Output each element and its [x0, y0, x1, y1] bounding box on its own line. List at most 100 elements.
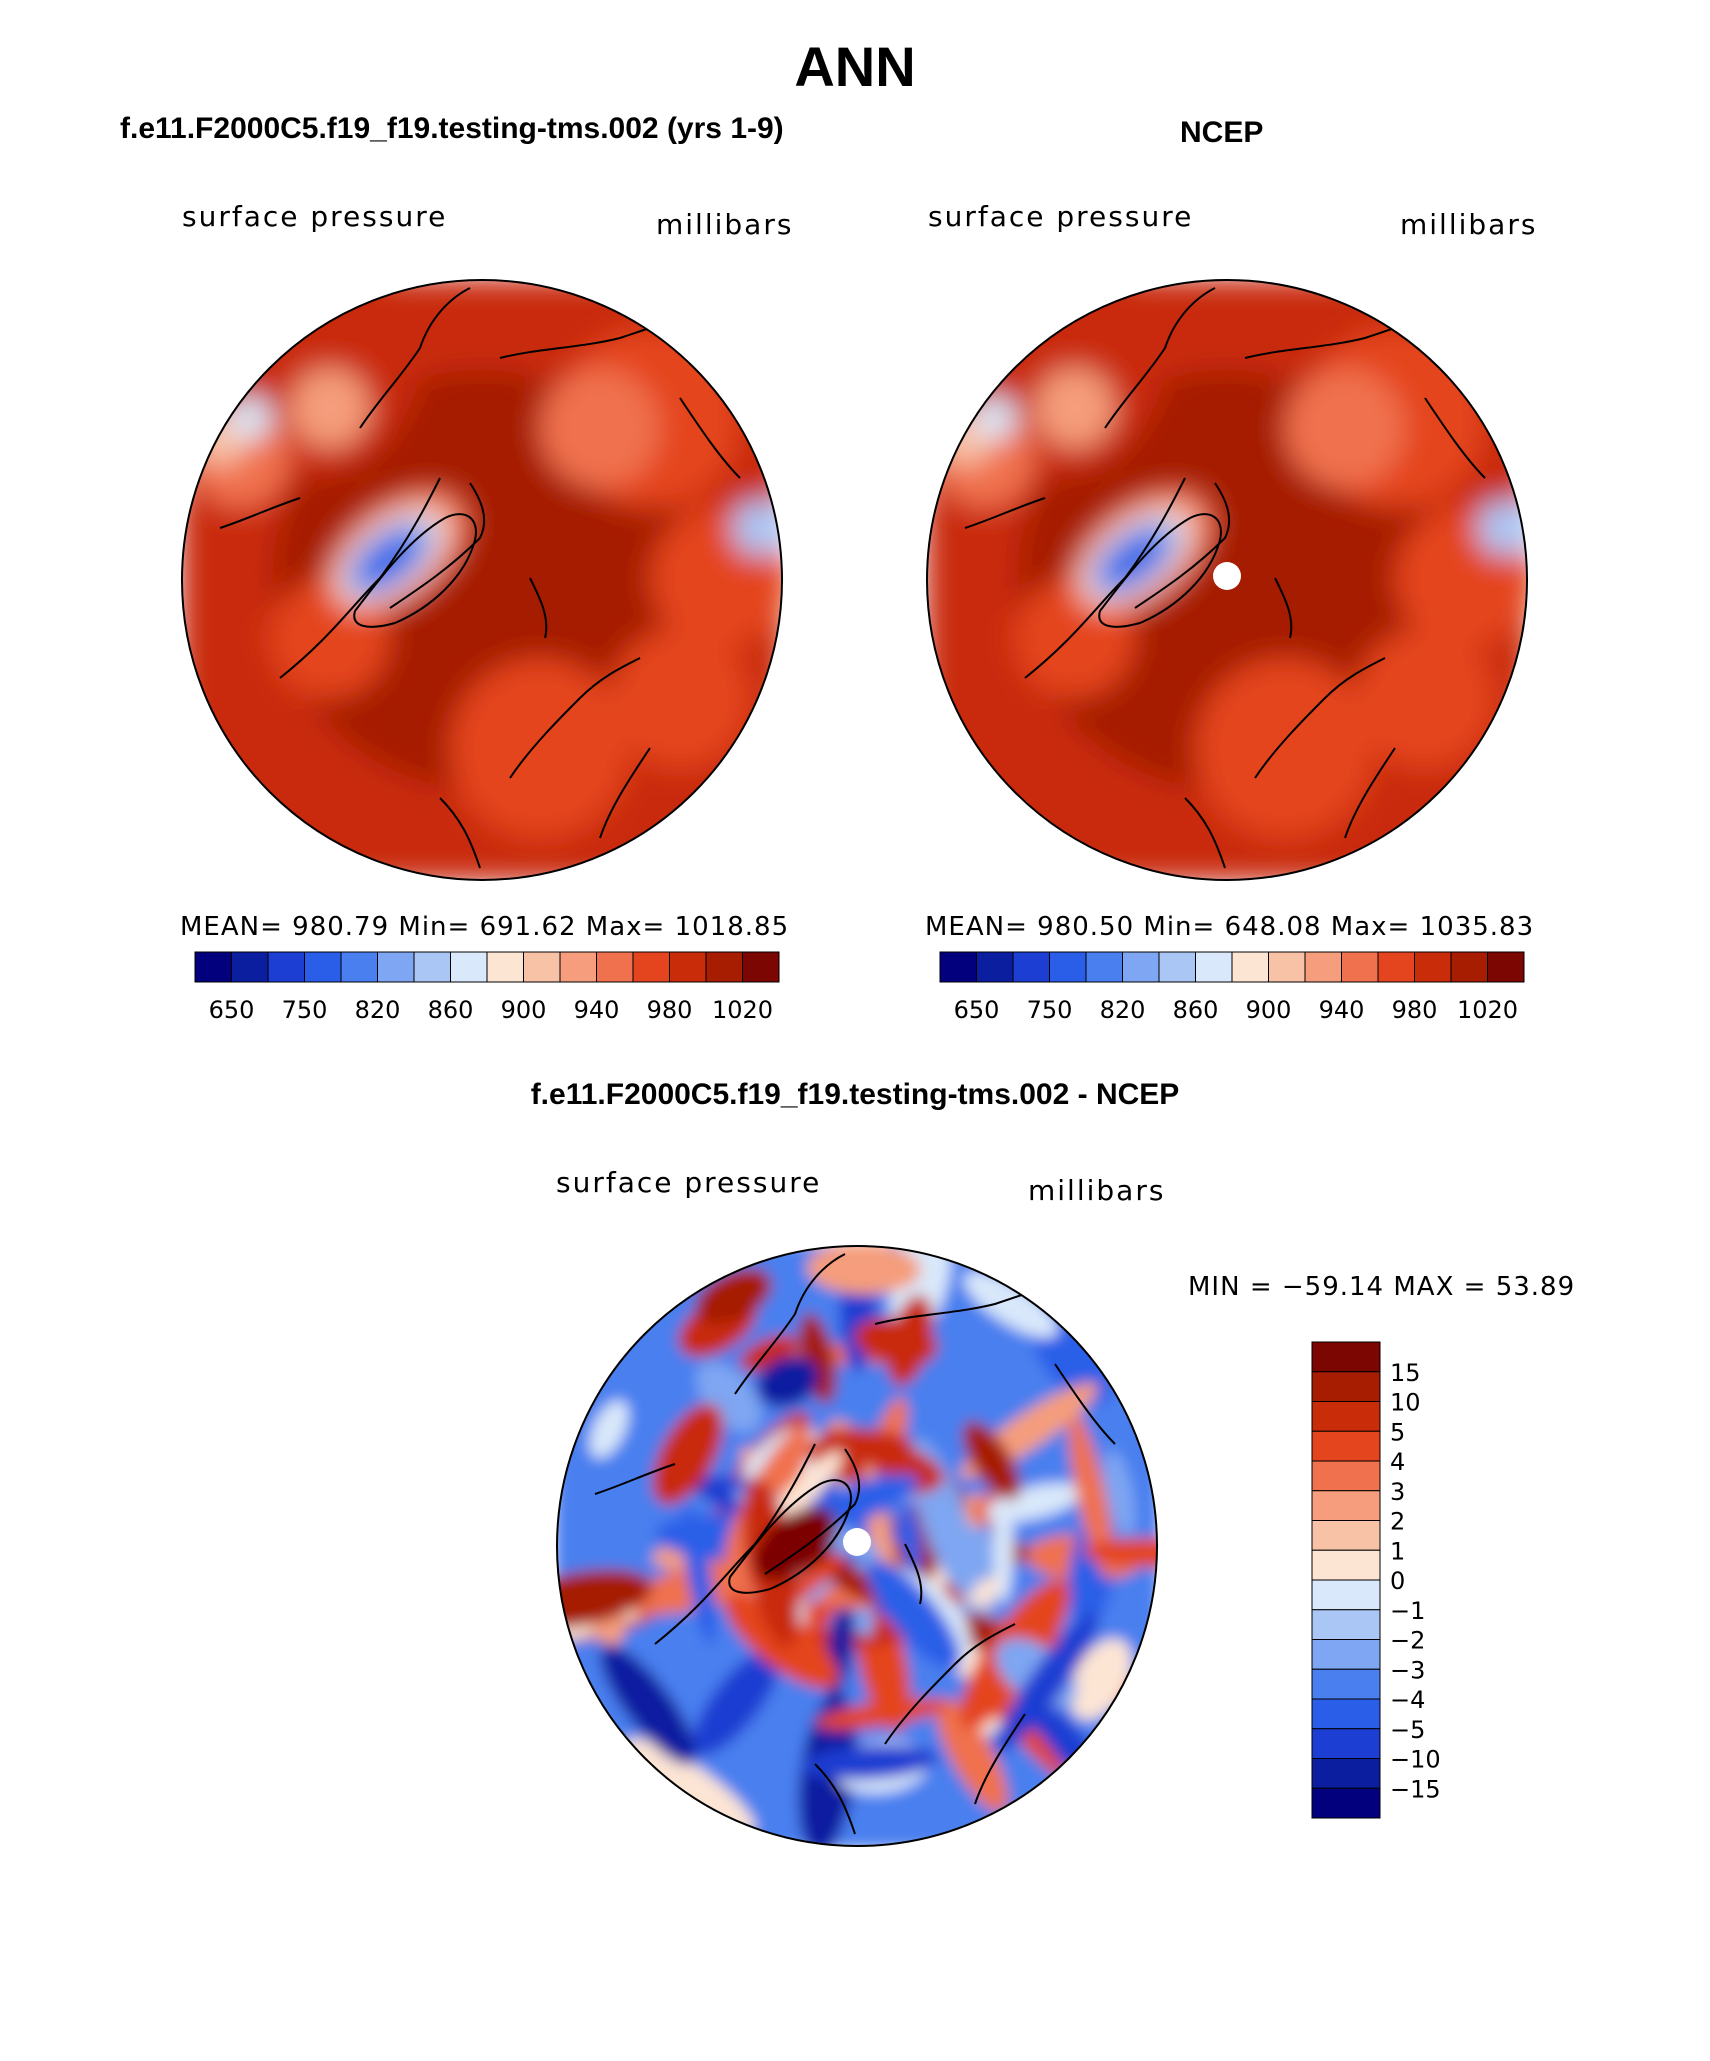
- diff-streak: [623, 1738, 756, 1835]
- obs-left-label: surface pressure: [928, 200, 1194, 233]
- colorbar-box: [1311, 1341, 1381, 1373]
- colorbar-tick-label: 750: [282, 996, 328, 1024]
- colorbar-box: [705, 951, 743, 983]
- coastline: [1134, 482, 1231, 609]
- coastline: [1184, 797, 1226, 869]
- coastline: [359, 287, 471, 429]
- colorbar-box: [632, 951, 670, 983]
- field-region: [290, 368, 370, 448]
- colorbar-box: [1311, 1579, 1381, 1611]
- field-region: [228, 396, 272, 440]
- colorbar-box: [1012, 951, 1050, 983]
- coastline: [904, 1543, 923, 1605]
- coastline: [1054, 1363, 1116, 1445]
- model-right-label: millibars: [656, 208, 794, 241]
- colorbar-box: [523, 951, 561, 983]
- colorbar-box: [1158, 951, 1196, 983]
- colorbar-box: [976, 951, 1014, 983]
- colorbar-box: [1122, 951, 1160, 983]
- colorbar-box: [1311, 1639, 1381, 1670]
- colorbar-box: [742, 951, 780, 983]
- colorbar-tick-label: 980: [647, 996, 693, 1024]
- diff-streak: [600, 1644, 697, 1765]
- colorbar-box: [304, 951, 342, 983]
- diff-streak: [963, 1271, 1058, 1338]
- diff-streak: [962, 1421, 1021, 1500]
- colorbar-box: [669, 951, 707, 983]
- coastline: [734, 1253, 846, 1395]
- colorbar-tick-label: 4: [1390, 1448, 1405, 1476]
- colorbar-tick-label: 980: [1392, 996, 1438, 1024]
- colorbar-box: [1311, 1520, 1381, 1551]
- obs-polar-map: [926, 279, 1528, 881]
- colorbar-box: [1311, 1401, 1381, 1432]
- obs-right-label: millibars: [1400, 208, 1538, 241]
- coastline: [764, 1448, 861, 1575]
- colorbar-tick-label: −3: [1390, 1656, 1425, 1684]
- colorbar-tick-label: 10: [1390, 1389, 1421, 1417]
- diff-streak: [897, 1500, 922, 1575]
- diff-right-label: millibars: [1028, 1174, 1166, 1207]
- coastline: [814, 1763, 856, 1835]
- diff-streak: [802, 1744, 939, 1780]
- diff-streak: [589, 1400, 629, 1459]
- field-region: [450, 658, 630, 838]
- figure-title: ANN: [794, 35, 916, 98]
- colorbar-box: [1311, 1758, 1381, 1789]
- map-boundary: [181, 279, 783, 881]
- diff-panel-title: f.e11.F2000C5.f19_f19.testing-tms.002 - …: [530, 1078, 1180, 1111]
- field-region: [1035, 368, 1115, 448]
- coastline: [1104, 287, 1216, 429]
- colorbar-box: [1049, 951, 1087, 983]
- diff-left-label: surface pressure: [556, 1166, 822, 1199]
- diff-streak: [1083, 1538, 1157, 1568]
- diff-streak: [866, 1559, 961, 1670]
- colorbar-tick-label: 940: [574, 996, 620, 1024]
- colorbar-box: [1268, 951, 1306, 983]
- diff-streak: [806, 1246, 921, 1295]
- colorbar-tick-label: 650: [209, 996, 255, 1024]
- greenland-low: [1101, 532, 1165, 588]
- coastline: [1344, 747, 1396, 839]
- colorbar-tick-label: 5: [1390, 1418, 1405, 1446]
- pole-missing-data: [843, 1528, 871, 1556]
- colorbar-tick-label: −2: [1390, 1627, 1425, 1655]
- coastline: [884, 1623, 1016, 1745]
- diff-streak: [995, 1612, 1099, 1753]
- obs-colorbar: 650 750 820 860 900 940 980 1020: [939, 951, 1525, 1024]
- colorbar-box: [1085, 951, 1123, 983]
- colorbar-box: [1487, 951, 1525, 983]
- colorbar-box: [413, 951, 451, 983]
- model-left-label: surface pressure: [182, 200, 448, 233]
- coastlines: [594, 1253, 1116, 1835]
- coastline: [389, 482, 486, 609]
- colorbar-tick-label: 900: [501, 996, 547, 1024]
- colorbar-box: [1377, 951, 1415, 983]
- colorbar-tick-label: 1020: [712, 996, 773, 1024]
- coastline: [599, 747, 651, 839]
- colorbar-tick-label: 1: [1390, 1537, 1405, 1565]
- model-panel-title: f.e11.F2000C5.f19_f19.testing-tms.002 (y…: [120, 112, 784, 145]
- field-region: [540, 368, 660, 488]
- diff-streak: [1032, 1316, 1113, 1405]
- diff-streak: [854, 1317, 938, 1366]
- colorbar-box: [1311, 1460, 1381, 1492]
- colorbar-tick-label: −5: [1390, 1716, 1425, 1744]
- coastline: [219, 497, 301, 529]
- coastline: [594, 1463, 676, 1495]
- colorbar-tick-label: 3: [1390, 1478, 1405, 1506]
- colorbar-tick-label: 860: [1173, 996, 1219, 1024]
- model-stats: MEAN= 980.79 Min= 691.62 Max= 1018.85: [180, 912, 790, 942]
- diff-streak: [557, 1569, 653, 1630]
- coastline: [1274, 577, 1293, 639]
- colorbar-box: [267, 951, 305, 983]
- diff-streak: [1104, 1449, 1136, 1536]
- colorbar-box: [1311, 1698, 1381, 1730]
- colorbar-tick-label: 2: [1390, 1508, 1405, 1536]
- greenland-low: [356, 532, 420, 588]
- colorbar-tick-label: 820: [1100, 996, 1146, 1024]
- colorbar-box: [486, 951, 524, 983]
- colorbar-tick-label: −4: [1390, 1686, 1425, 1714]
- field-region: [610, 628, 750, 768]
- colorbar-box: [1311, 1371, 1381, 1402]
